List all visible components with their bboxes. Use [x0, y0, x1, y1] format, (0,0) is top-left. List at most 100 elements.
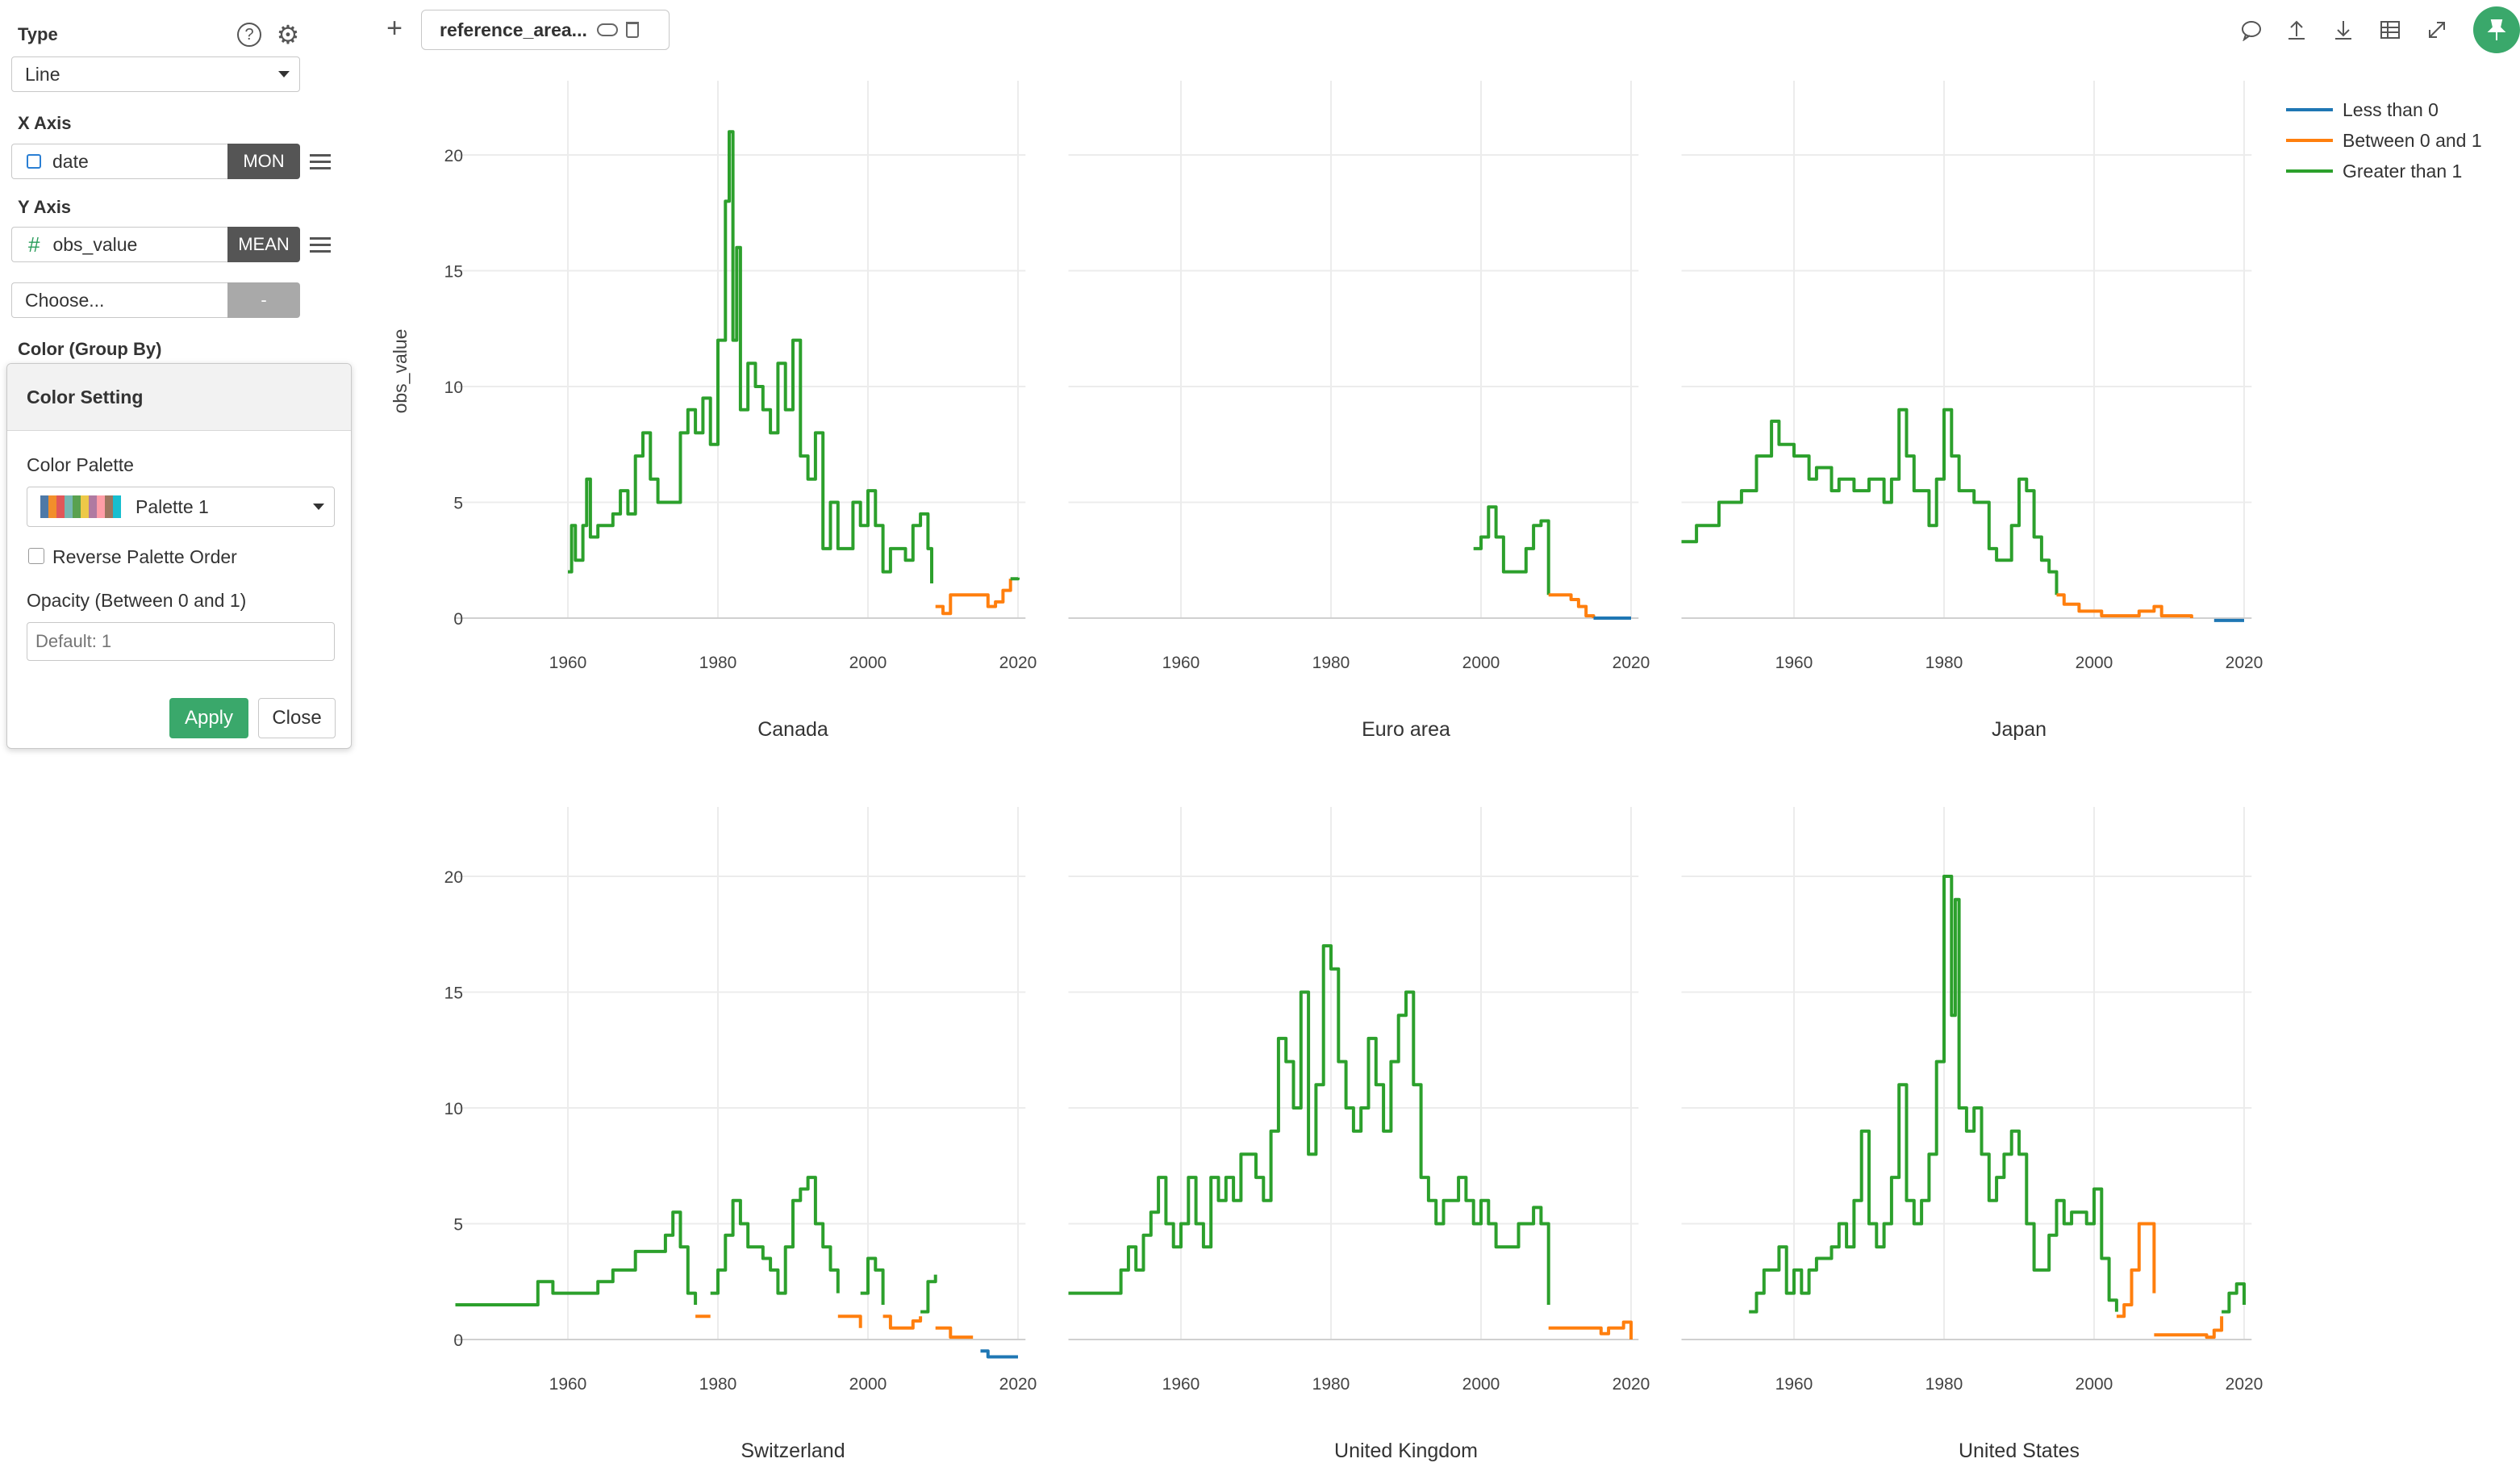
color-setting-title: Color Setting [27, 387, 144, 408]
color-palette-label: Color Palette [27, 454, 134, 475]
y-axis-menu-icon[interactable] [310, 233, 331, 257]
series-line [1068, 944, 1550, 1305]
x-tick-label: 1980 [1925, 654, 1963, 672]
palette-swatch-color [89, 495, 97, 518]
facet-title: Switzerland [741, 1440, 845, 1462]
x-tick-label: 2000 [2076, 1375, 2113, 1394]
x-tick-label: 1960 [549, 654, 587, 672]
trash-icon[interactable] [625, 22, 639, 38]
type-label: Type [18, 24, 58, 44]
palette-swatch-color [97, 495, 105, 518]
pin-icon[interactable] [2473, 6, 2520, 53]
palette-swatch-color [105, 495, 113, 518]
y-tick-label: 20 [444, 868, 463, 887]
x-axis-field[interactable]: date [11, 144, 227, 179]
x-tick-label: 1960 [1162, 654, 1200, 672]
x-tick-label: 1960 [549, 1375, 587, 1394]
palette-swatch [40, 495, 121, 518]
color-palette-value: Palette 1 [136, 495, 209, 517]
y-tick-label: 0 [453, 1331, 463, 1350]
color-setting-popup: Color Setting Color Palette Palette 1 Re… [6, 363, 352, 749]
reverse-palette-label: Reverse Palette Order [52, 546, 237, 567]
palette-swatch-color [81, 495, 89, 518]
color-setting-header [7, 364, 351, 431]
help-icon[interactable]: ? [237, 23, 261, 47]
eye-off-icon[interactable] [596, 23, 618, 36]
x-tick-label: 2000 [1462, 1375, 1500, 1394]
tab-reference-area[interactable]: reference_area... [421, 10, 670, 50]
facet-title: Canada [757, 718, 828, 741]
legend-item: Less than 0 [2343, 99, 2439, 120]
type-select-value: Line [25, 63, 60, 85]
legend-item: Greater than 1 [2343, 161, 2462, 182]
series-line [920, 1274, 937, 1314]
x-tick-label: 2000 [2076, 654, 2113, 672]
x-axis-field-value: date [52, 150, 89, 172]
comment-icon[interactable] [2238, 16, 2265, 44]
x-tick-label: 2020 [999, 1375, 1037, 1394]
reverse-palette-checkbox[interactable] [28, 548, 44, 564]
y-tick-label: 10 [444, 1100, 463, 1118]
gear-icon[interactable]: ⚙ [276, 20, 300, 49]
facet-title: Euro area [1362, 718, 1450, 741]
tab-label: reference_area... [440, 19, 587, 40]
series-line [2116, 1222, 2156, 1319]
calendar-icon [27, 154, 41, 169]
opacity-input[interactable] [27, 622, 335, 661]
expand-icon[interactable] [2423, 16, 2451, 44]
series-line [1010, 577, 1020, 581]
palette-swatch-color [113, 495, 121, 518]
x-tick-label: 1980 [699, 1375, 737, 1394]
series-line [568, 130, 933, 583]
upload-icon[interactable] [2283, 16, 2310, 44]
x-axis-label: X Axis [18, 113, 72, 133]
close-button[interactable]: Close [258, 698, 336, 738]
y-tick-label: 20 [444, 147, 463, 165]
color-palette-select[interactable]: Palette 1 [27, 487, 335, 527]
series-line [2056, 593, 2193, 618]
y-tick-label: 5 [453, 495, 463, 513]
series-line [882, 1314, 923, 1330]
x-axis-menu-icon[interactable] [310, 150, 331, 173]
choose-aggregation[interactable]: - [227, 282, 300, 318]
palette-swatch-color [56, 495, 65, 518]
chevron-down-icon [278, 71, 290, 77]
type-select[interactable]: Line [11, 56, 300, 92]
y-tick-label: 5 [453, 1216, 463, 1235]
palette-swatch-color [48, 495, 56, 518]
x-tick-label: 1980 [699, 654, 737, 672]
download-icon[interactable] [2330, 16, 2357, 44]
y-tick-label: 10 [444, 378, 463, 397]
apply-button[interactable]: Apply [169, 698, 248, 738]
series-line [1681, 408, 2059, 596]
series-line [837, 1314, 862, 1328]
legend-item: Between 0 and 1 [2343, 130, 2482, 151]
facet-title: United Kingdom [1334, 1440, 1478, 1462]
y-axis-label: Y Axis [18, 197, 72, 217]
plus-icon[interactable]: + [386, 13, 403, 44]
series-line [980, 1349, 1018, 1359]
palette-swatch-color [73, 495, 81, 518]
chevron-down-icon [313, 504, 324, 510]
series-line [860, 1256, 885, 1305]
y-tick-label: 15 [444, 263, 463, 282]
x-axis-aggregation[interactable]: MON [227, 144, 300, 179]
x-tick-label: 2020 [1613, 1375, 1650, 1394]
x-tick-label: 1960 [1162, 1375, 1200, 1394]
y-axis-field[interactable]: # obs_value [11, 227, 227, 262]
series-line [1473, 505, 1550, 596]
palette-swatch-color [40, 495, 48, 518]
choose-field[interactable]: Choose... [11, 282, 227, 318]
y-axis-title: obs_value [390, 329, 411, 414]
x-tick-label: 1980 [1312, 1375, 1350, 1394]
series-line [2222, 1282, 2246, 1314]
series-line [1548, 1320, 1633, 1340]
x-tick-label: 2000 [1462, 654, 1500, 672]
x-tick-label: 2000 [849, 1375, 887, 1394]
table-icon[interactable] [2376, 16, 2404, 44]
y-axis-aggregation[interactable]: MEAN [227, 227, 300, 262]
x-tick-label: 2020 [999, 654, 1037, 672]
x-tick-label: 2020 [1613, 654, 1650, 672]
series-line [935, 1326, 974, 1340]
y-tick-label: 0 [453, 610, 463, 629]
